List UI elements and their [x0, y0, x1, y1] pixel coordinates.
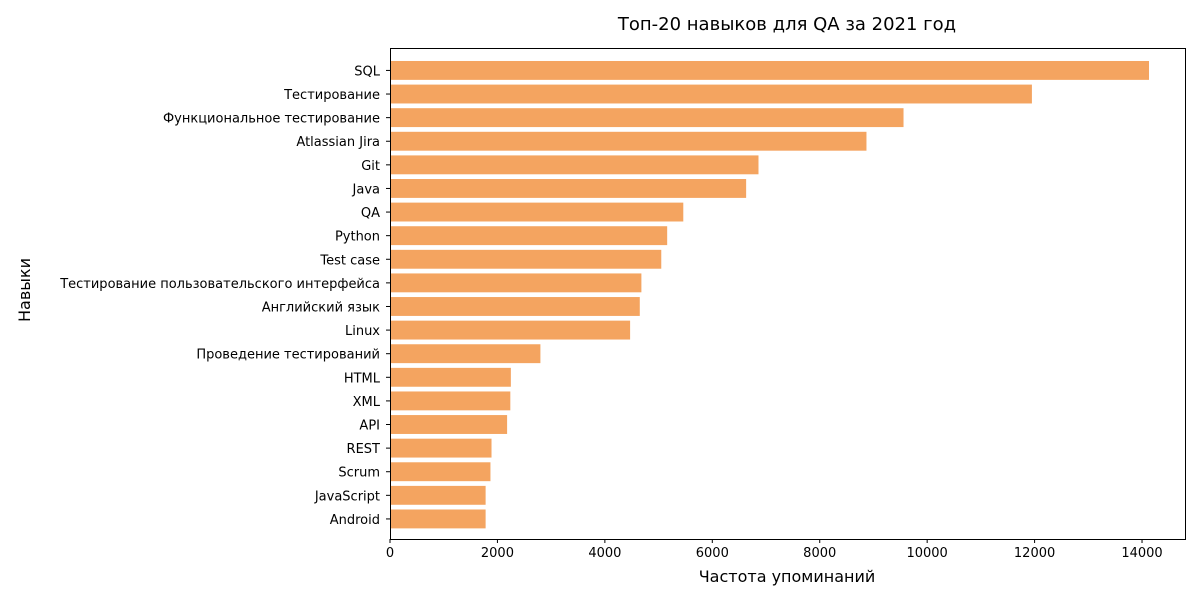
x-tick-label: 10000	[906, 546, 947, 561]
bars-group	[390, 60, 1150, 529]
bar	[390, 179, 747, 198]
bar	[390, 297, 640, 316]
bar	[390, 273, 642, 293]
y-tick-label: Python	[335, 230, 380, 245]
y-tick-label: JavaScript	[314, 489, 380, 504]
bar	[390, 202, 684, 222]
bar	[390, 509, 486, 529]
y-axis-ticks: SQL Тестирование Функциональное тестирован…	[59, 64, 390, 528]
y-tick-label: SQL	[354, 64, 380, 79]
y-tick-label: Android	[330, 513, 380, 528]
x-tick-label: 2000	[481, 546, 514, 561]
y-tick-label: Test case	[319, 253, 380, 268]
bar	[390, 108, 904, 128]
y-tick-label: Atlassian Jira	[296, 135, 380, 150]
bar	[390, 226, 668, 246]
x-tick-label: 0	[386, 546, 394, 561]
bar	[390, 131, 867, 151]
y-tick-label: QA	[361, 206, 380, 221]
y-tick-label: XML	[353, 395, 381, 410]
x-axis-ticks: 0 2000 4000 6000 8000 10000 12000 14000	[386, 539, 1163, 561]
y-tick-label: Scrum	[338, 466, 380, 481]
y-tick-label: API	[359, 419, 380, 434]
y-tick-label: Английский язык	[262, 300, 380, 315]
bar	[390, 155, 759, 175]
y-tick-label: Linux	[345, 324, 380, 339]
y-tick-label: Функциональное тестирование	[163, 112, 380, 127]
bar	[390, 249, 662, 269]
chart-title: Топ-20 навыков для QA за 2021 год	[617, 14, 956, 35]
bar	[390, 438, 492, 458]
x-axis-label: Частота упоминаний	[699, 567, 876, 586]
x-tick-label: 6000	[696, 546, 729, 561]
bar	[390, 60, 1150, 80]
y-tick-label: Тестирование	[283, 88, 380, 103]
y-axis-label: Навыки	[15, 258, 34, 322]
y-tick-label: Тестирование пользовательского интерфейс…	[59, 277, 380, 292]
y-tick-label: HTML	[344, 371, 381, 386]
x-tick-label: 14000	[1121, 546, 1162, 561]
bar	[390, 391, 511, 411]
y-tick-label: Git	[361, 159, 380, 174]
y-tick-label: REST	[347, 442, 380, 457]
bar	[390, 344, 541, 364]
x-tick-label: 12000	[1014, 546, 1055, 561]
x-tick-label: 8000	[803, 546, 836, 561]
bar	[390, 485, 486, 505]
bar	[390, 320, 631, 340]
x-tick-label: 4000	[588, 546, 621, 561]
plot-frame	[390, 48, 1186, 540]
bar	[390, 415, 508, 434]
y-tick-label: Проведение тестирований	[196, 348, 380, 363]
bar	[390, 462, 491, 482]
bar	[390, 84, 1032, 104]
y-tick-label: Java	[352, 182, 380, 197]
bar	[390, 367, 511, 387]
